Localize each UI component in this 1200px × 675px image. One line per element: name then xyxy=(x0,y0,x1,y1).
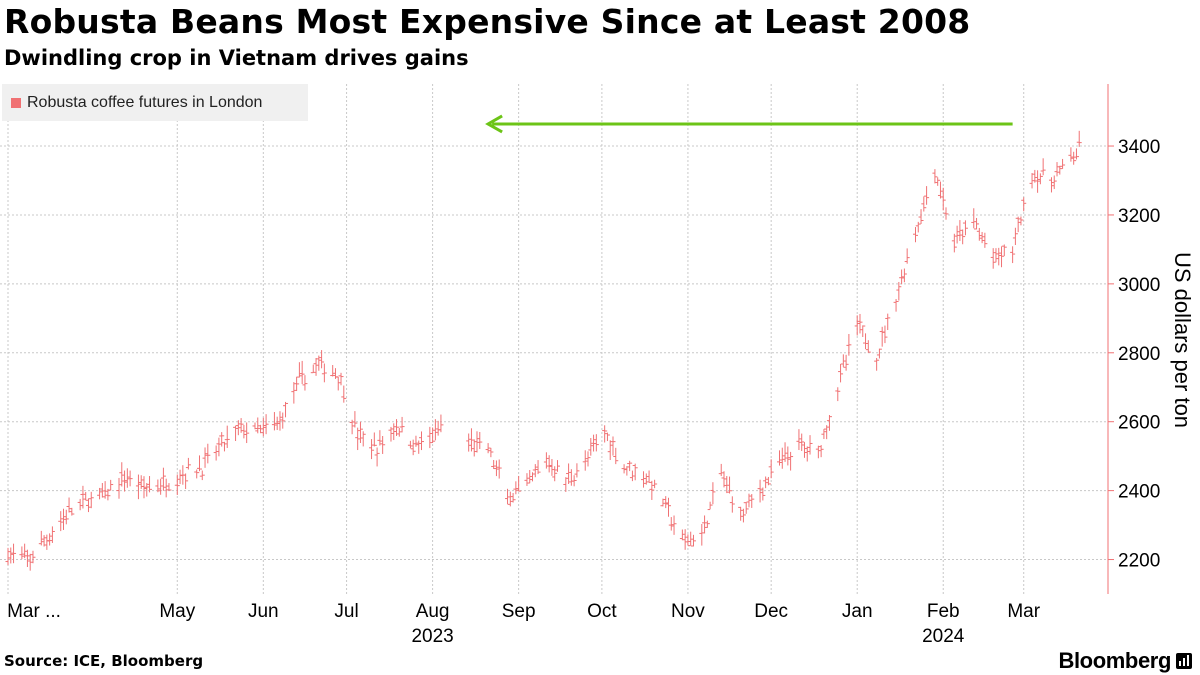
y-tick-label: 3000 xyxy=(1118,275,1160,296)
bloomberg-logo: Bloomberg xyxy=(1058,648,1192,674)
x-tick-label: Mar ... xyxy=(7,601,61,622)
y-tick-label: 2200 xyxy=(1118,551,1160,572)
x-tick-label: Mar xyxy=(1007,601,1040,622)
x-tick-label: Jun xyxy=(248,601,279,622)
arrow-head xyxy=(485,114,503,134)
legend-swatch xyxy=(11,97,21,108)
x-tick-label: May xyxy=(159,601,195,622)
x-year-label: 2023 xyxy=(411,626,453,647)
source-note: Source: ICE, Bloomberg xyxy=(4,652,204,670)
x-tick-label: Nov xyxy=(671,601,705,622)
legend: Robusta coffee futures in London xyxy=(2,84,308,121)
brand-text: Bloomberg xyxy=(1058,648,1171,673)
x-tick-label: Dec xyxy=(754,601,788,622)
x-tick-label: Feb xyxy=(927,601,960,622)
x-tick-label: Jan xyxy=(842,601,873,622)
annotation-arrow xyxy=(485,114,1013,134)
x-tick-label: Oct xyxy=(587,601,617,622)
y-tick-label: 3400 xyxy=(1118,137,1160,158)
x-tick-label: Aug xyxy=(416,601,450,622)
y-tick-label: 2800 xyxy=(1118,344,1160,365)
gridlines xyxy=(0,84,1108,594)
y-tick-label: 3200 xyxy=(1118,206,1160,227)
legend-label: Robusta coffee futures in London xyxy=(27,93,263,111)
chart-title: Robusta Beans Most Expensive Since at Le… xyxy=(4,2,971,41)
x-axis: Mar ... May Jun Jul Aug Sep Oct Nov Dec Jan Feb Mar… xyxy=(7,601,1041,647)
chart-subtitle: Dwindling crop in Vietnam drives gains xyxy=(4,46,469,70)
y-tick-label: 2600 xyxy=(1118,413,1160,434)
y-axis: 2200 2400 2600 2800 3000 3200 3400 xyxy=(1107,84,1160,594)
y-axis-label: US dollars per ton xyxy=(1170,252,1195,428)
x-tick-label: Sep xyxy=(502,601,536,622)
x-year-label: 2024 xyxy=(922,626,965,647)
price-series xyxy=(5,130,1082,571)
x-tick-label: Jul xyxy=(334,601,358,622)
bar-chart-icon xyxy=(1176,653,1192,669)
y-tick-label: 2400 xyxy=(1118,482,1160,503)
